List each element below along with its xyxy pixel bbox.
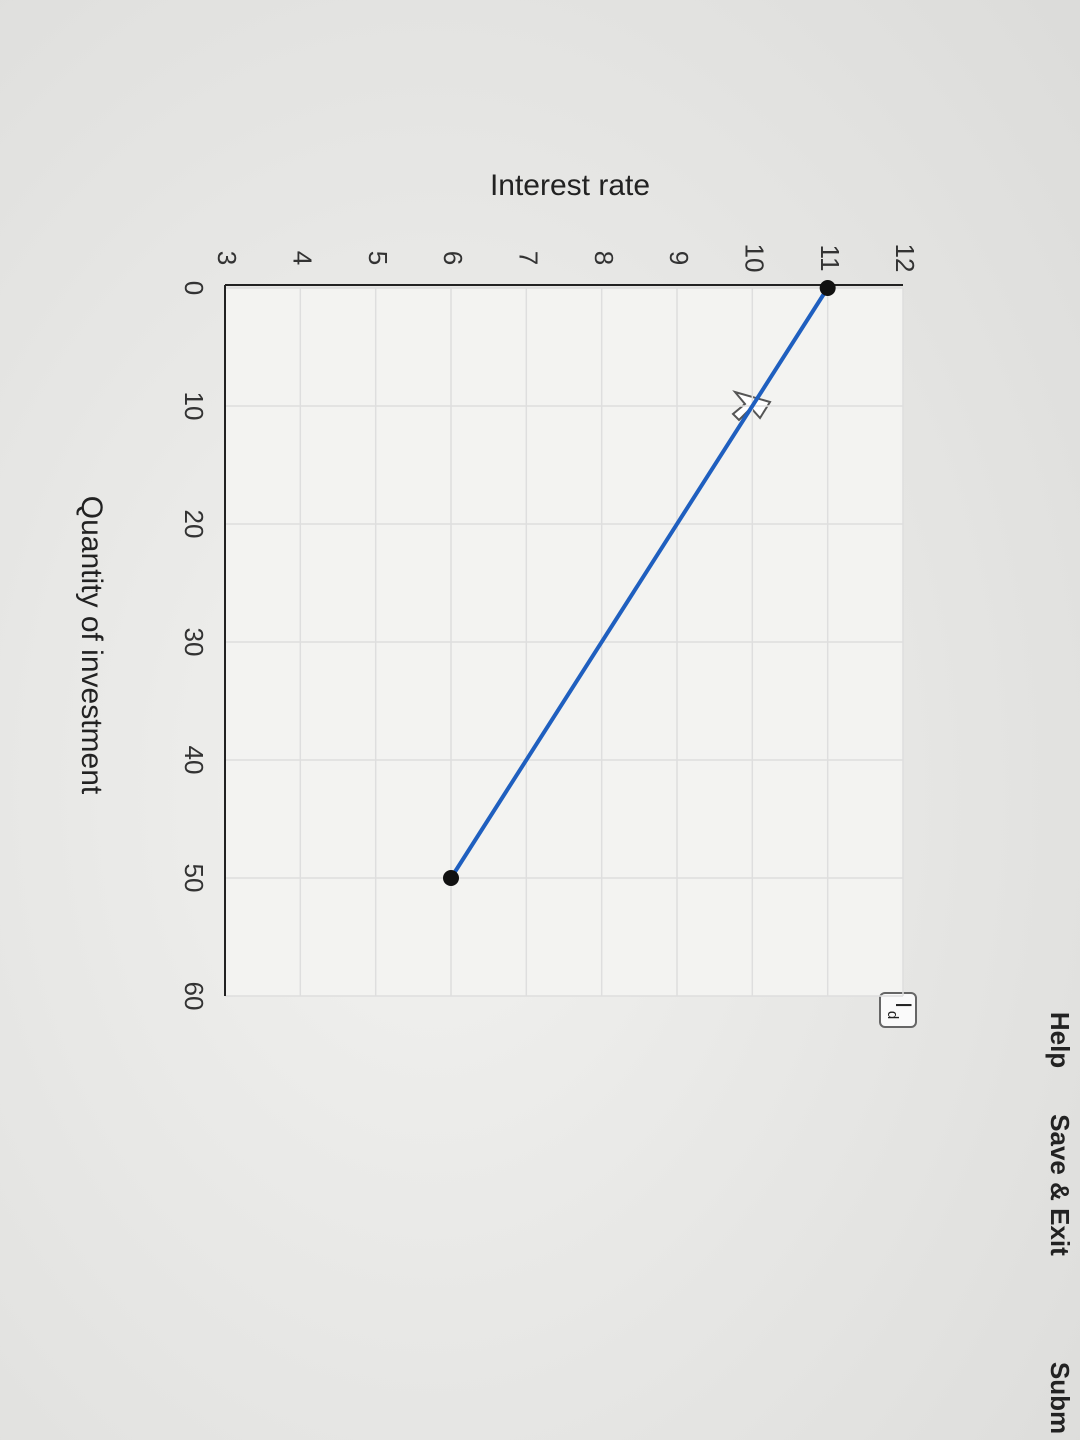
x-tick-label: 10: [179, 392, 209, 421]
x-axis-label: Quantity of investment: [75, 496, 108, 795]
x-tick-label: 30: [179, 628, 209, 657]
y-tick-label: 12: [890, 244, 920, 273]
curve-label: I d: [884, 1002, 916, 1019]
curve-label-main: I: [891, 1002, 916, 1008]
y-tick-label: 8: [589, 251, 619, 265]
help-button[interactable]: Help: [1045, 1012, 1075, 1068]
y-tick-label: 4: [287, 251, 317, 265]
x-tick-label: 50: [179, 864, 209, 893]
x-tick-label: 40: [179, 746, 209, 775]
submit-button[interactable]: Subm: [1045, 1362, 1075, 1434]
plot: 3 4 5 6 7 8 9 10 11 12 0 10 20 30 40 50 60: [179, 244, 920, 1011]
curve-label-sub: d: [884, 1011, 901, 1019]
point: [819, 280, 836, 296]
y-tick-label: 3: [212, 251, 242, 265]
demand-line: [449, 286, 830, 880]
y-axis-label: Interest rate: [490, 169, 650, 202]
y-tick-label: 11: [815, 245, 845, 272]
y-tick-label: 10: [739, 244, 769, 273]
y-tick-label: 9: [664, 251, 694, 265]
x-tick-label: 0: [179, 281, 209, 295]
y-tick-label: 5: [363, 251, 393, 265]
y-tick-label: 6: [438, 251, 468, 265]
save-exit-button[interactable]: Save & Exit: [1045, 1114, 1075, 1256]
point: [443, 870, 459, 886]
x-tick-label: 20: [179, 510, 209, 539]
y-tick-label: 7: [513, 251, 543, 265]
curve-label-box[interactable]: [879, 992, 917, 1028]
x-tick-label: 60: [179, 982, 209, 1011]
